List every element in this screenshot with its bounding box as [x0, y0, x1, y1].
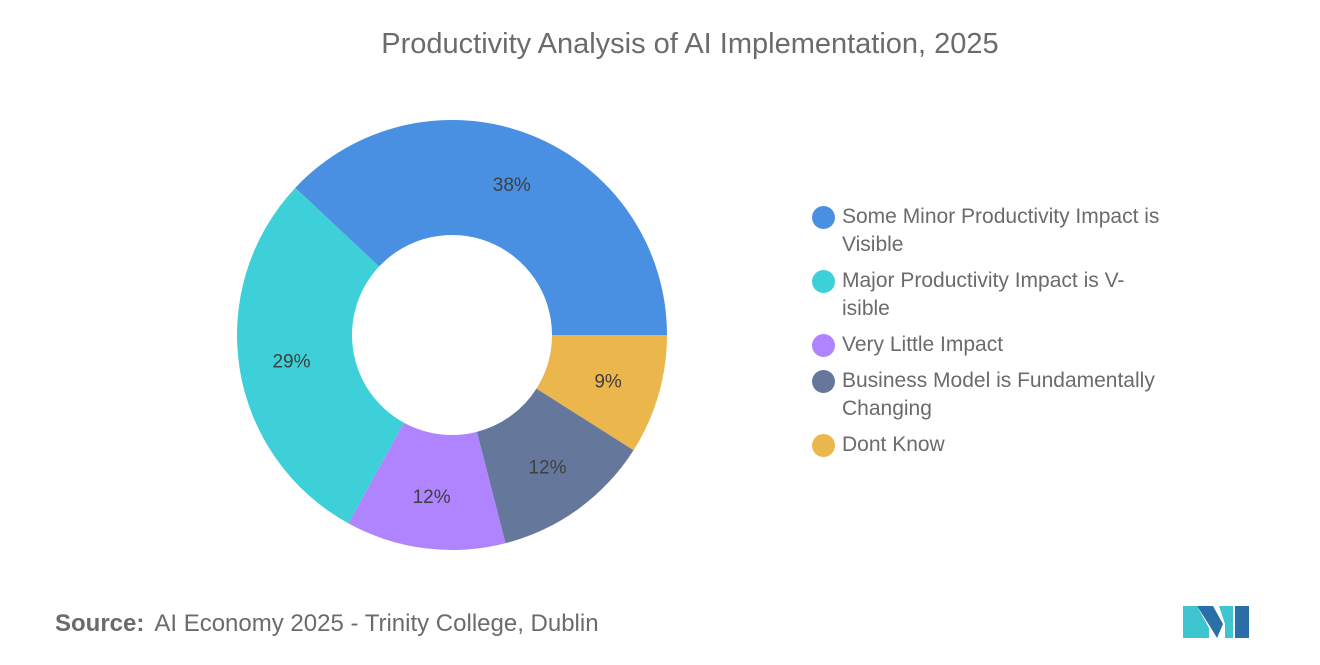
source-line: Source: AI Economy 2025 - Trinity College… [55, 610, 599, 638]
brand-logo-icon [1183, 606, 1249, 638]
legend-swatch [812, 434, 835, 457]
legend-item: Very Little Impact [812, 331, 1192, 359]
chart-title: Productivity Analysis of AI Implementati… [381, 28, 999, 60]
legend-label: Very Little Impact [842, 333, 1004, 356]
pie-slice [536, 335, 667, 451]
legend-label: Some Minor Productivity Impact is Visibl… [842, 205, 1160, 256]
pie-slice [236, 187, 404, 524]
legend-label: Business Model is Fundamentally Changing [842, 369, 1155, 420]
source-label: Source: [55, 610, 145, 637]
legend-swatch [812, 334, 835, 357]
slice-value-label: 12% [413, 487, 451, 508]
legend-item: Business Model is Fundamentally Changing [812, 367, 1192, 423]
pie-slice [295, 120, 667, 335]
slice-value-label: 38% [493, 175, 531, 196]
pie-slice [476, 388, 634, 544]
slice-value-label: 12% [528, 457, 566, 478]
legend-item: Major Productivity Impact is V-isible [812, 267, 1192, 323]
legend-item: Dont Know [812, 431, 1192, 459]
legend-swatch [812, 370, 835, 393]
slice-value-label: 29% [272, 351, 310, 372]
legend-swatch [812, 206, 835, 229]
legend-label: Major Productivity Impact is V-isible [842, 269, 1125, 320]
chart-legend: Some Minor Productivity Impact is Visibl… [812, 203, 1192, 467]
legend-item: Some Minor Productivity Impact is Visibl… [812, 203, 1192, 259]
pie-slice [348, 422, 506, 550]
source-text: AI Economy 2025 - Trinity College, Dubli… [154, 610, 599, 637]
legend-label: Dont Know [842, 433, 945, 456]
slice-value-label: 9% [594, 371, 622, 392]
legend-swatch [812, 270, 835, 293]
